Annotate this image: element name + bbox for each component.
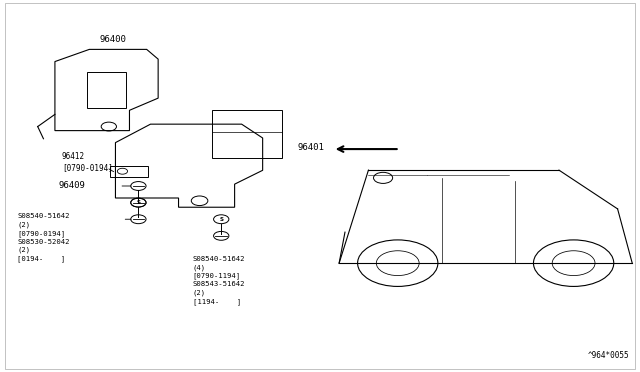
Bar (88, 71, 125, 109)
Text: ^964*0055: ^964*0055 (588, 350, 629, 359)
Bar (109, 166, 148, 177)
Text: S: S (220, 217, 223, 222)
Text: 96412
[0790-0194]: 96412 [0790-0194] (62, 152, 113, 172)
Text: 96409: 96409 (59, 182, 86, 190)
Text: S08540-51642
(2)
[0790-0194]
S08530-52042
(2)
[0194-    ]: S08540-51642 (2) [0790-0194] S08530-5204… (17, 214, 70, 262)
Text: S: S (136, 200, 140, 205)
Bar (212, 110, 282, 158)
Text: 96401: 96401 (298, 143, 324, 152)
Text: 96400: 96400 (99, 35, 126, 44)
Text: S08540-51642
(4)
[0790-1194]
S08543-51642
(2)
[1194-    ]: S08540-51642 (4) [0790-1194] S08543-5164… (193, 256, 245, 305)
